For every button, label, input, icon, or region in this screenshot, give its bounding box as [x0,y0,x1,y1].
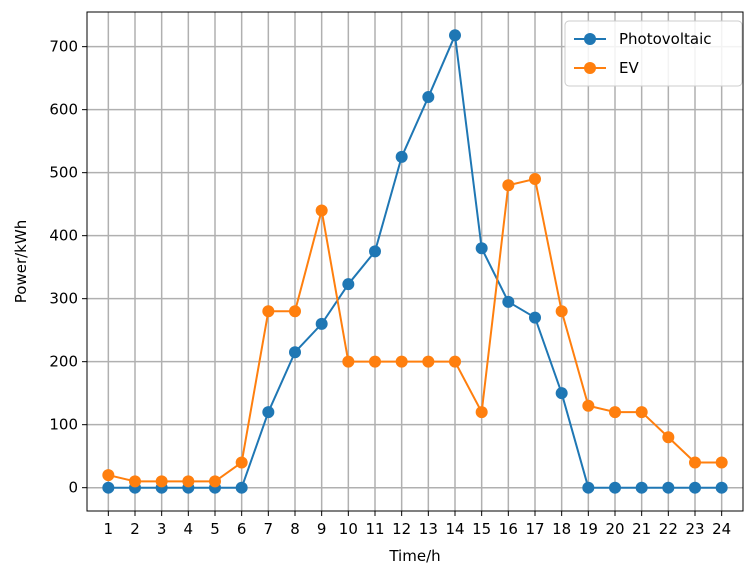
y-axis-ticks: 0 100 200 300 400 500 600 700 [49,38,87,497]
data-point-ev [262,305,275,318]
data-point-ev [555,305,568,318]
y-tick-label: 400 [49,227,78,245]
legend-box [564,20,743,87]
data-point-photovoltaic [235,481,248,494]
series-line-photovoltaic [108,34,722,489]
data-point-photovoltaic [555,387,568,400]
data-point-ev [715,456,728,469]
data-point-ev [182,475,195,488]
x-tick-label: 8 [290,520,300,538]
x-tick-label: 11 [365,520,384,538]
x-tick-label: 3 [157,520,167,538]
y-tick-label: 0 [68,479,78,497]
series-layer [102,29,728,494]
data-point-ev [422,355,435,368]
data-point-photovoltaic [502,295,515,308]
data-point-ev [395,355,408,368]
x-tick-label: 1 [104,520,114,538]
data-point-photovoltaic [102,481,115,494]
y-tick-label: 700 [49,38,78,56]
data-point-ev [635,406,648,419]
data-point-photovoltaic [609,481,621,494]
data-point-ev [662,431,675,444]
x-axis-ticks: 1 2 3 4 5 6 7 8 9 10 11 12 13 14 15 16 17 18 19 20 21 22 23 24 [104,511,731,538]
y-tick-label: 600 [49,101,78,119]
plot-frame [86,11,744,512]
data-point-ev [582,399,595,412]
x-tick-label: 14 [445,520,464,538]
x-tick-label: 10 [339,520,358,538]
x-tick-label: 17 [525,520,544,538]
legend: Photovoltaic EV [564,20,743,87]
data-point-photovoltaic [342,278,355,291]
x-tick-label: 18 [552,520,571,538]
data-point-photovoltaic [582,481,595,494]
x-tick-label: 20 [605,520,624,538]
y-tick-label: 500 [49,164,78,182]
data-point-photovoltaic [289,346,301,359]
data-point-photovoltaic [689,481,701,494]
data-point-ev [529,172,541,185]
data-point-ev [502,179,515,192]
data-point-ev [342,355,355,368]
data-point-ev [129,475,141,488]
data-point-ev [315,204,328,217]
grid [87,12,743,511]
x-tick-label: 4 [184,520,194,538]
legend-entry-ev: EV [574,59,639,77]
data-point-ev [235,456,248,469]
x-tick-label: 13 [419,520,438,538]
x-tick-label: 16 [499,520,518,538]
data-point-ev [689,456,701,469]
x-axis-label: Time/h [388,547,440,565]
x-tick-label: 15 [472,520,491,538]
data-point-photovoltaic [422,91,435,104]
data-point-ev [289,305,301,318]
data-point-ev [449,355,461,368]
data-point-ev [369,355,381,368]
legend-marker [584,33,596,45]
series-ev [102,172,728,488]
x-tick-label: 5 [210,520,220,538]
legend-marker [584,62,596,74]
data-point-photovoltaic [315,317,328,330]
x-tick-label: 6 [237,520,247,538]
data-point-photovoltaic [662,481,675,494]
x-tick-label: 23 [685,520,704,538]
data-point-photovoltaic [475,242,488,255]
legend-label: EV [619,59,639,77]
data-point-photovoltaic [262,406,275,419]
data-point-photovoltaic [369,245,381,258]
data-point-photovoltaic [449,29,461,42]
data-point-photovoltaic [529,311,541,324]
legend-label: Photovoltaic [619,30,712,48]
y-tick-label: 300 [49,290,78,308]
y-axis-label: Power/kWh [12,220,30,303]
data-point-photovoltaic [715,481,728,494]
data-point-photovoltaic [635,481,648,494]
data-point-ev [155,475,168,488]
data-point-photovoltaic [395,150,408,163]
data-point-ev [475,406,488,419]
x-tick-label: 7 [264,520,274,538]
x-tick-label: 21 [632,520,651,538]
y-tick-label: 100 [49,416,78,434]
x-tick-label: 9 [317,520,327,538]
data-point-ev [209,475,221,488]
x-tick-label: 12 [392,520,411,538]
x-tick-label: 24 [712,520,731,538]
x-tick-label: 2 [130,520,140,538]
data-point-ev [102,469,115,482]
series-line-ev [108,177,722,483]
legend-entry-photovoltaic: Photovoltaic [574,30,712,48]
x-tick-label: 19 [579,520,598,538]
y-tick-label: 200 [49,353,78,371]
x-tick-label: 22 [659,520,678,538]
data-point-ev [609,406,621,419]
